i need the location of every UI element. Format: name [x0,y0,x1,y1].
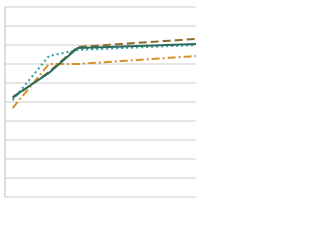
page: (() => { const data = JSON.parse(documen… [4,6,197,198]
line-series [12,43,197,98]
chart [4,6,197,198]
line-series [11,44,197,101]
